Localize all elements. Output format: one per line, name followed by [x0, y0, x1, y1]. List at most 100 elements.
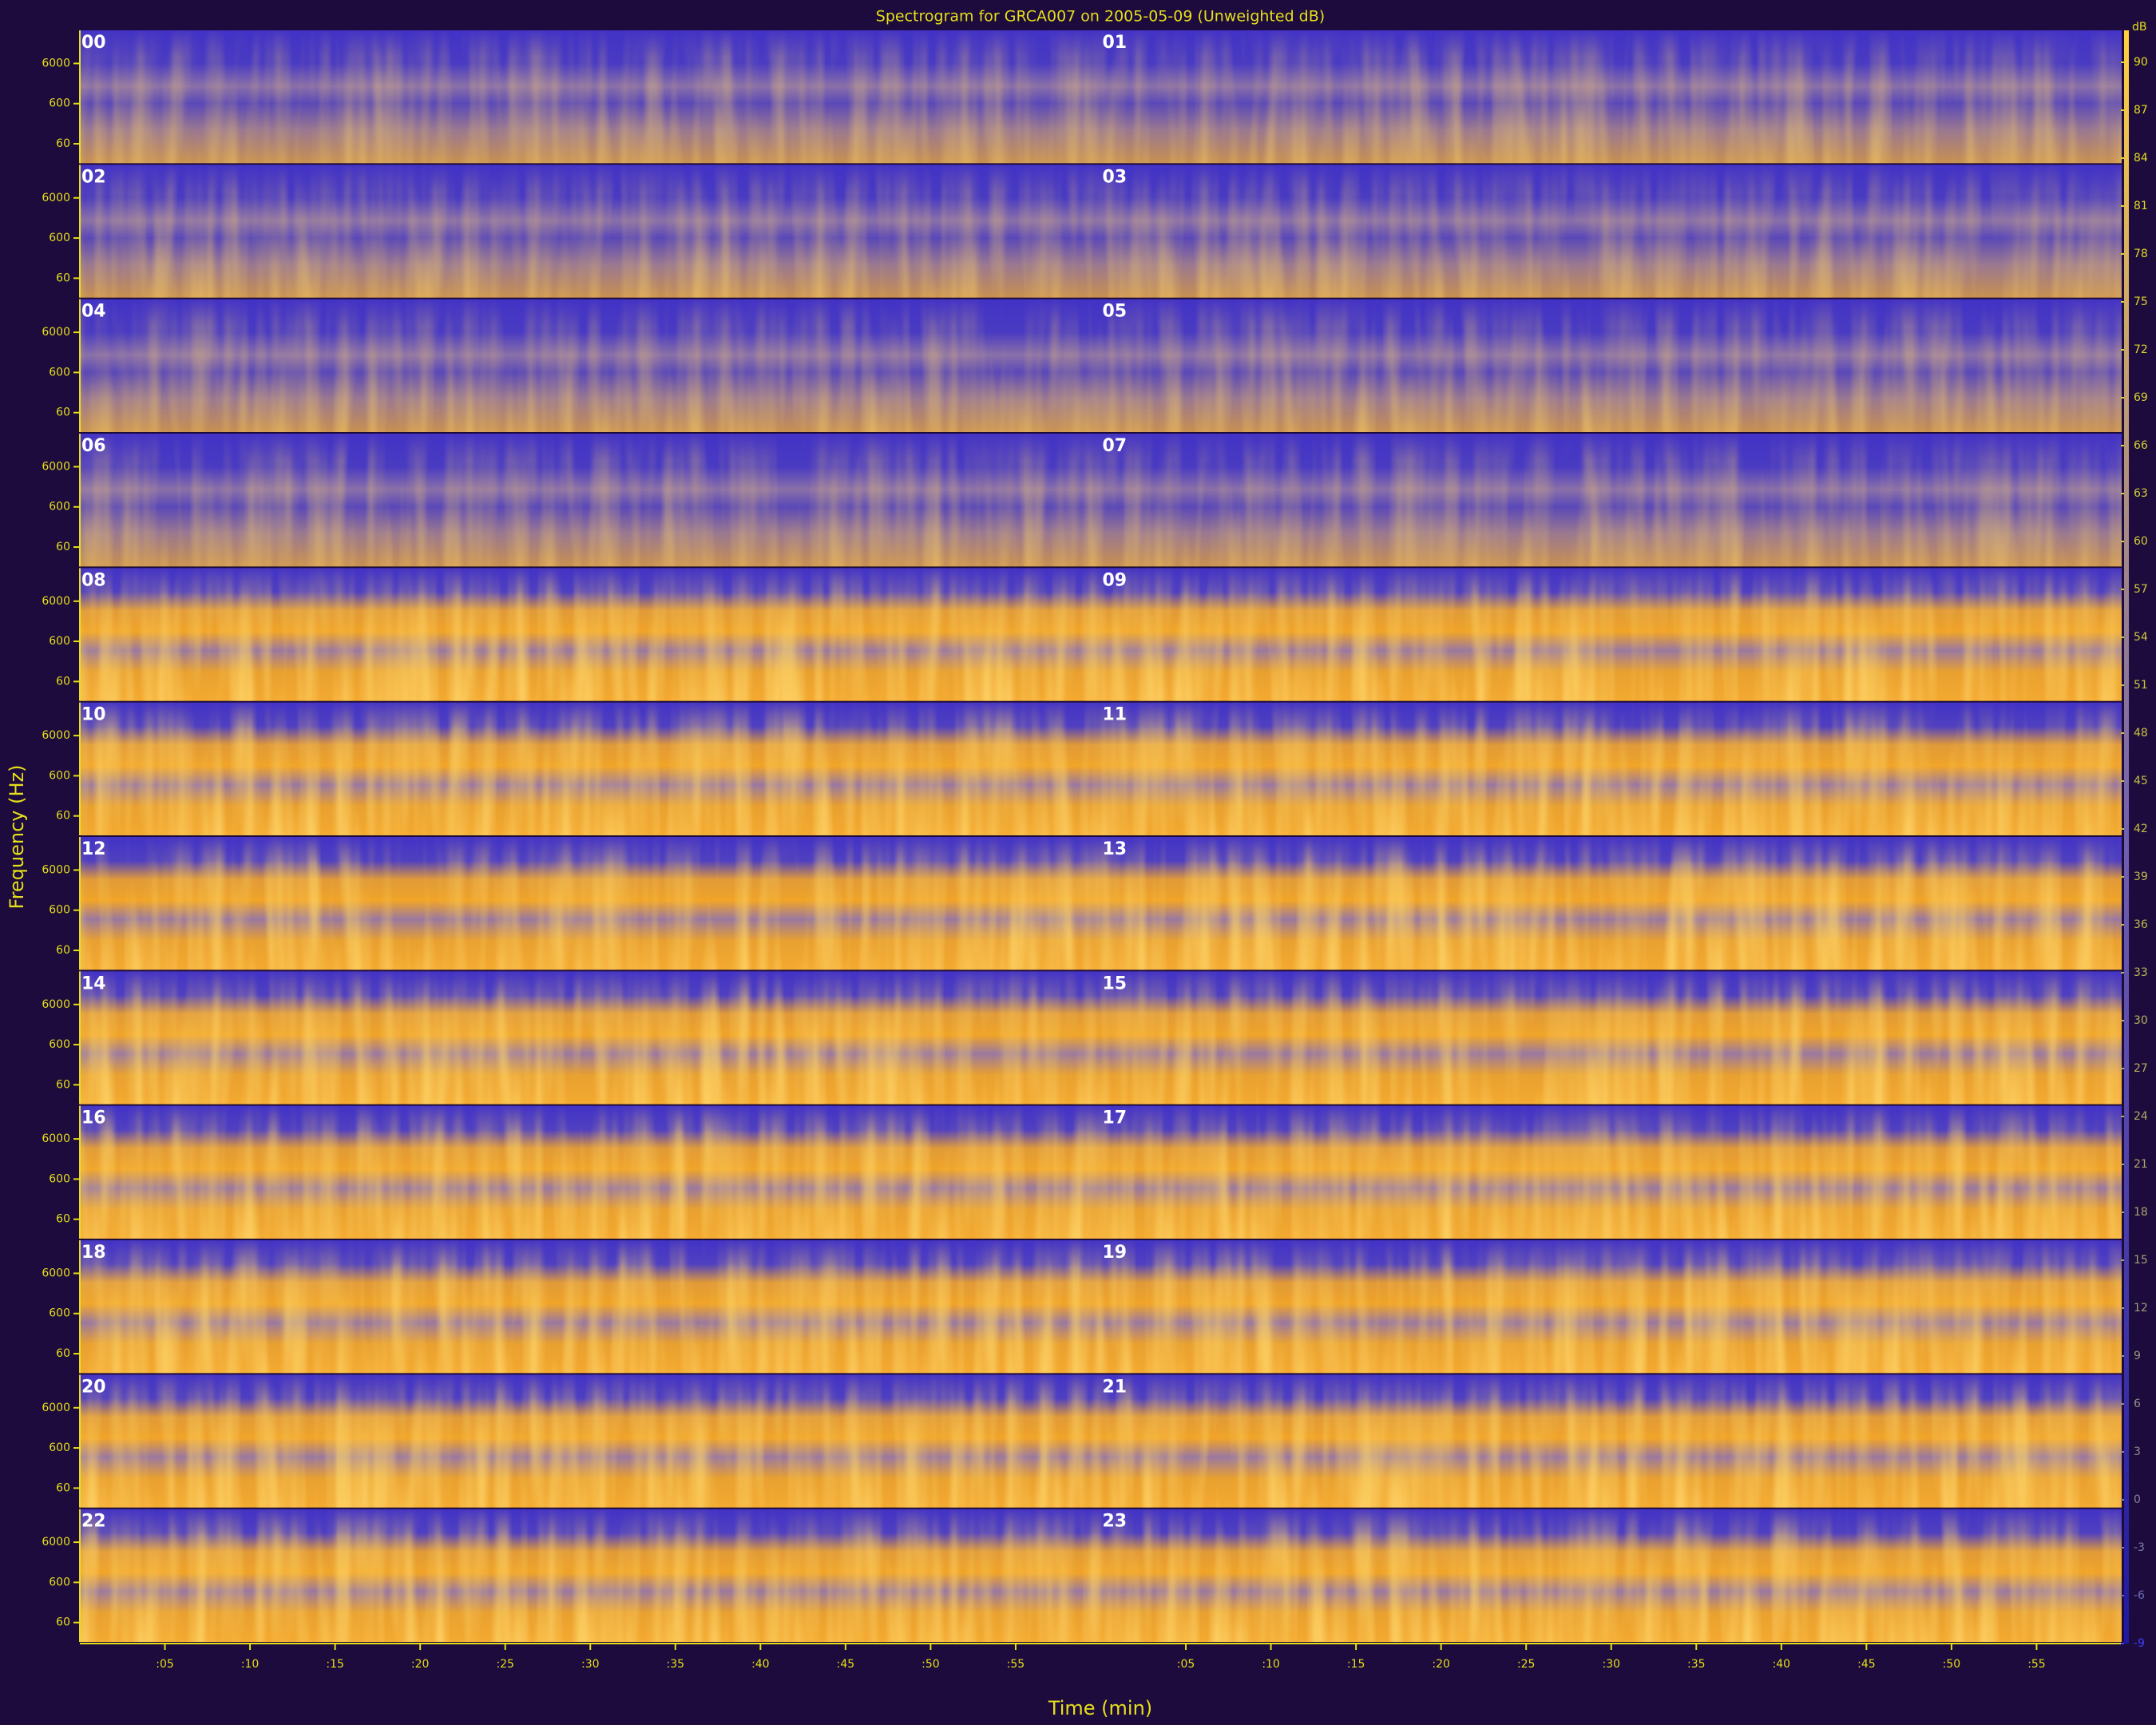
- colorbar-tick-label: 27: [2134, 1062, 2148, 1075]
- y-tick-label: 60: [56, 272, 70, 284]
- colorbar-tick-label: 21: [2134, 1158, 2148, 1171]
- spectrogram-texture: [1100, 434, 2122, 567]
- colorbar-tick-label: 0: [2134, 1493, 2141, 1506]
- colorbar-label: dB: [2132, 21, 2147, 34]
- colorbar-tick-label: 81: [2134, 200, 2148, 212]
- colorbar-tick-label: 12: [2134, 1302, 2148, 1315]
- colorbar-tick-label: -6: [2134, 1589, 2145, 1602]
- y-tick-label: 600: [49, 232, 70, 244]
- colorbar-tick-label: 45: [2134, 775, 2148, 787]
- spectrogram-texture: [80, 568, 1101, 701]
- panel-label: 14: [81, 974, 106, 993]
- x-tick-label: :40: [1773, 1658, 1791, 1671]
- x-tick-label: :15: [326, 1658, 344, 1671]
- x-tick-label: :05: [1177, 1658, 1195, 1671]
- spectrogram-texture: [80, 299, 1101, 432]
- spectrogram-texture: [1100, 1105, 2122, 1239]
- y-tick-label: 6000: [42, 1132, 70, 1145]
- y-tick-label: 60: [56, 675, 70, 688]
- y-tick-label: 6000: [42, 998, 70, 1011]
- panel-label: 10: [81, 705, 106, 725]
- colorbar-tick-label: 42: [2134, 823, 2148, 835]
- colorbar-tick-label: 60: [2134, 535, 2148, 548]
- spectrogram-texture: [80, 30, 1101, 164]
- spectrogram-texture: [1100, 30, 2122, 164]
- x-tick-label: :25: [496, 1658, 514, 1671]
- colorbar-tick-label: 48: [2134, 727, 2148, 740]
- colorbar-tick-label: -9: [2134, 1637, 2145, 1650]
- y-tick-label: 600: [49, 635, 70, 648]
- y-tick-label: 600: [49, 501, 70, 514]
- spectrogram-texture: [1100, 702, 2122, 835]
- colorbar-tick-label: 75: [2134, 295, 2148, 308]
- y-tick-label: 600: [49, 1307, 70, 1320]
- panel-label: 20: [81, 1377, 106, 1397]
- colorbar-tick-label: 39: [2134, 870, 2148, 883]
- panel-label: 21: [1103, 1377, 1128, 1397]
- y-tick-label: 60: [56, 1213, 70, 1226]
- y-tick-label: 600: [49, 366, 70, 379]
- colorbar-tick-label: 78: [2134, 248, 2148, 260]
- colorbar-tick-label: 57: [2134, 583, 2148, 596]
- colorbar-tick-label: 15: [2134, 1254, 2148, 1267]
- spectrogram-texture: [80, 165, 1101, 298]
- panel-label: 02: [81, 167, 106, 187]
- x-tick-label: :35: [1687, 1658, 1706, 1671]
- x-tick-label: :45: [1857, 1658, 1876, 1671]
- y-tick-label: 60: [56, 1616, 70, 1629]
- x-tick-label: :55: [2027, 1658, 2046, 1671]
- panel-label: 19: [1103, 1243, 1128, 1263]
- x-tick-label: :15: [1347, 1658, 1365, 1671]
- x-tick-label: :05: [156, 1658, 174, 1671]
- y-tick-label: 6000: [42, 1267, 70, 1279]
- colorbar-tick-label: 87: [2134, 104, 2148, 117]
- chart-title: Spectrogram for GRCA007 on 2005-05-09 (U…: [876, 8, 1325, 26]
- y-tick-label: 600: [49, 1038, 70, 1051]
- panel-label: 12: [81, 839, 106, 859]
- panel-label: 09: [1103, 570, 1128, 590]
- y-tick-label: 60: [56, 1481, 70, 1494]
- colorbar-tick-label: 72: [2134, 343, 2148, 356]
- y-tick-label: 60: [56, 810, 70, 823]
- x-tick-label: :50: [1943, 1658, 1961, 1671]
- spectrogram-texture: [1100, 568, 2122, 701]
- panel-label: 22: [81, 1512, 106, 1532]
- y-tick-label: 6000: [42, 595, 70, 608]
- y-tick-label: 60: [56, 1347, 70, 1360]
- y-tick-label: 6000: [42, 729, 70, 742]
- x-tick-label: :25: [1517, 1658, 1536, 1671]
- spectrogram-texture: [1100, 837, 2122, 970]
- y-tick-label: 60: [56, 1078, 70, 1091]
- panel-label: 01: [1103, 33, 1128, 53]
- panel-label: 23: [1103, 1512, 1128, 1532]
- panel-label: 04: [81, 302, 106, 322]
- colorbar-tick-label: -3: [2134, 1541, 2145, 1554]
- y-tick-label: 60: [56, 406, 70, 419]
- y-tick-label: 6000: [42, 460, 70, 473]
- spectrogram-texture: [80, 1509, 1101, 1642]
- y-tick-label: 6000: [42, 192, 70, 204]
- panel-label: 05: [1103, 302, 1128, 322]
- colorbar-tick-label: 33: [2134, 966, 2148, 979]
- colorbar-tick-label: 6: [2134, 1398, 2141, 1410]
- panel-label: 08: [81, 570, 106, 590]
- colorbar: [2124, 30, 2129, 1644]
- x-tick-label: :10: [241, 1658, 260, 1671]
- colorbar-tick-label: 90: [2134, 56, 2148, 69]
- colorbar-tick-label: 69: [2134, 391, 2148, 404]
- colorbar-tick-label: 54: [2134, 631, 2148, 644]
- x-tick-label: :10: [1262, 1658, 1280, 1671]
- spectrogram-texture: [80, 1240, 1101, 1374]
- y-tick-label: 600: [49, 904, 70, 917]
- y-tick-label: 6000: [42, 57, 70, 69]
- spectrogram-texture: [1100, 1509, 2122, 1642]
- panel-label: 16: [81, 1108, 106, 1128]
- y-tick-label: 6000: [42, 326, 70, 339]
- spectrogram-texture: [1100, 165, 2122, 298]
- colorbar-tick-label: 66: [2134, 439, 2148, 452]
- x-tick-label: :30: [581, 1658, 600, 1671]
- x-tick-label: :30: [1602, 1658, 1620, 1671]
- panel-label: 13: [1103, 839, 1128, 859]
- y-tick-label: 600: [49, 769, 70, 782]
